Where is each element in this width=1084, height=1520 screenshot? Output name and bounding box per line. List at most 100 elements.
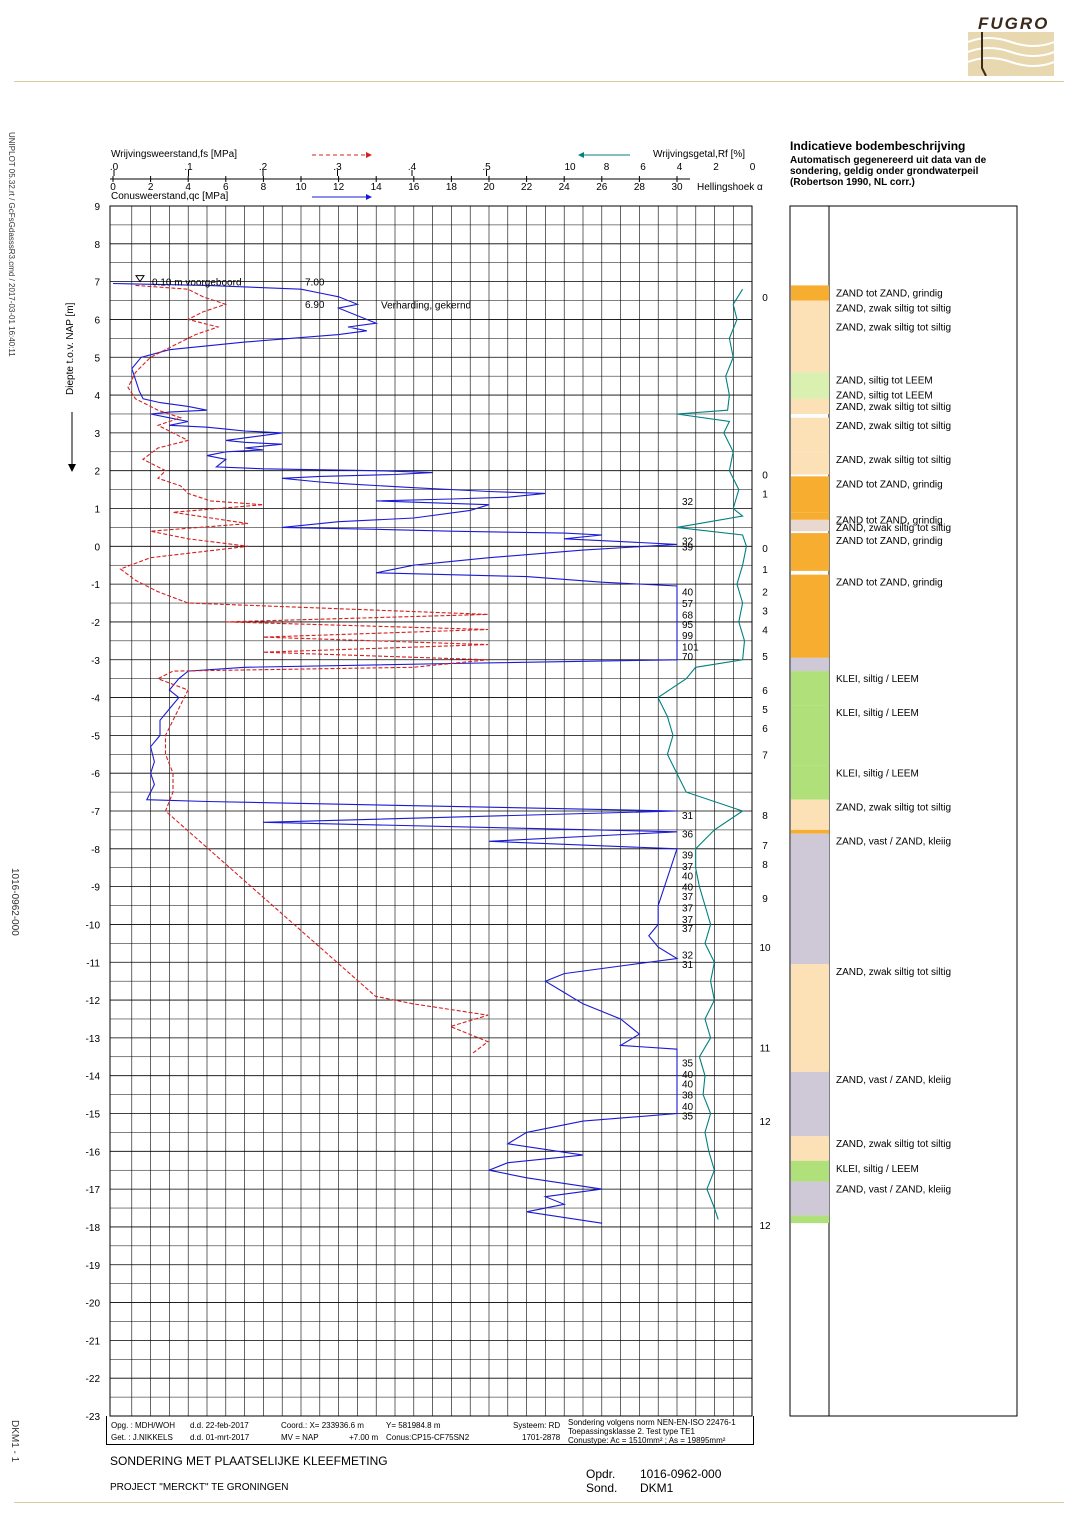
- soil-layer: [791, 657, 829, 672]
- depth-tick-label: -23: [86, 1412, 101, 1423]
- qc-offscale-label: 32: [682, 497, 694, 508]
- fs-tick-label: .0: [110, 162, 119, 173]
- depth-tick-label: -9: [91, 883, 100, 894]
- angle-value-label: 8: [762, 860, 768, 871]
- angle-value-label: 12: [759, 1117, 771, 1128]
- info-mv: MV = NAP: [281, 1433, 319, 1442]
- fs-tick-label: .2: [259, 162, 268, 173]
- angle-value-label: 1: [762, 565, 768, 576]
- chart-annotations: 0.10 m voorgeboord Verharding, gekernd 7.0…: [135, 275, 771, 1232]
- info-coord-x: Coord.: X= 233936.6 m: [281, 1421, 364, 1430]
- legend-subtitle: Automatisch gegenereerd uit data van de …: [790, 155, 987, 188]
- info-opg-date: d.d. 22-feb-2017: [190, 1421, 249, 1430]
- angle-value-label: 5: [762, 705, 768, 716]
- qc-tick-label: 12: [333, 182, 345, 193]
- qc-offscale-label: 37: [682, 903, 694, 914]
- soil-layer: [791, 519, 829, 532]
- soil-layer-label: ZAND, zwak siltig tot siltig: [836, 523, 951, 534]
- soil-layer-label: ZAND, zwak siltig tot siltig: [836, 421, 951, 432]
- soil-layer: [791, 705, 829, 766]
- soil-layer: [791, 829, 829, 834]
- depth-tick-label: -18: [86, 1223, 101, 1234]
- soil-layer: [791, 1160, 829, 1182]
- depth-tick-label: -2: [91, 618, 100, 629]
- depth-tick-label: -3: [91, 656, 100, 667]
- logo-waves-icon: [967, 28, 1055, 77]
- rf-legend-arrow-icon: [578, 152, 584, 158]
- opdr-label: Opdr.: [586, 1467, 616, 1481]
- info-opg: Opg. : MDH/WOH: [111, 1421, 176, 1430]
- depth-tick-label: 1: [94, 505, 100, 516]
- depth-tick-label: -4: [91, 694, 100, 705]
- qc-tick-label: 14: [371, 182, 383, 193]
- qc-tick-label: 0: [110, 182, 116, 193]
- angle-value-label: 0: [762, 293, 768, 304]
- qc-offscale-label: 40: [682, 1070, 694, 1081]
- depth-mark-bottom: 6.90: [305, 300, 325, 311]
- rf-axis-label: Wrijvingsgetal,Rf [%]: [653, 149, 746, 160]
- depth-tick-label: 4: [94, 391, 100, 402]
- soil-layer: [791, 300, 829, 320]
- depth-tick-label: 9: [94, 202, 100, 213]
- qc-offscale-label: 37: [682, 892, 694, 903]
- angle-value-label: 8: [762, 811, 768, 822]
- water-level-icon: [135, 275, 145, 283]
- sond-label: Sond.: [586, 1481, 618, 1495]
- depth-tick-label: -15: [86, 1110, 101, 1121]
- soil-layer-label: ZAND, zwak siltig tot siltig: [836, 322, 951, 333]
- angle-value-label: 6: [762, 724, 768, 735]
- rf-tick-label: 6: [640, 162, 646, 173]
- soil-layer: [791, 964, 829, 1072]
- depth-mark-top: 7.00: [305, 277, 325, 288]
- qc-tick-label: 24: [559, 182, 571, 193]
- angle-value-label: 3: [762, 607, 768, 618]
- info-norm-3: Conustype: Ac = 1510mm² ; As = 19895mm²: [568, 1436, 726, 1445]
- fs-tick-label: .3: [333, 162, 342, 173]
- predrill-label: 0.10 m voorgeboord: [152, 278, 242, 289]
- soil-layer: [791, 765, 829, 800]
- depth-tick-label: -20: [86, 1299, 101, 1310]
- soil-layer-label: KLEI, siltig / LEEM: [836, 674, 919, 685]
- angle-value-label: 11: [760, 1043, 771, 1054]
- qc-offscale-label: 70: [682, 652, 694, 663]
- qc-tick-label: 16: [408, 182, 420, 193]
- qc-tick-label: 6: [223, 182, 229, 193]
- soil-layer: [791, 574, 829, 658]
- depth-tick-label: -13: [86, 1034, 101, 1045]
- soil-layer: [791, 533, 829, 571]
- depth-tick-label: -14: [86, 1072, 101, 1083]
- fs-tick-label: .4: [408, 162, 417, 173]
- soil-layer-label: ZAND, zwak siltig tot siltig: [836, 803, 951, 814]
- qc-offscale-label: 35: [682, 1058, 694, 1069]
- soil-layer: [791, 417, 829, 452]
- info-norm-1: Sondering volgens norm NEN-EN-ISO 22476-…: [568, 1418, 736, 1427]
- fs-legend-arrow-icon: [366, 152, 372, 158]
- angle-value-label: 6: [762, 686, 768, 697]
- info-box: [106, 1416, 754, 1445]
- qc-offscale-label: 32: [682, 537, 694, 548]
- soil-layer-label: ZAND, zwak siltig tot siltig: [836, 1139, 951, 1150]
- depth-tick-label: -6: [91, 769, 100, 780]
- soil-layer-label: ZAND, siltig tot LEEM: [836, 391, 933, 402]
- report-title: SONDERING MET PLAATSELIJKE KLEEFMETING: [110, 1454, 388, 1468]
- soil-layer: [791, 451, 829, 475]
- depth-tick-label: -11: [86, 958, 100, 969]
- qc-offscale-label: 31: [682, 811, 694, 822]
- angle-value-label: 9: [762, 894, 768, 905]
- rf-tick-label: 0: [750, 162, 756, 173]
- soil-layer: [791, 671, 829, 706]
- angle-value-label: 2: [762, 588, 768, 599]
- fs-tick-label: .1: [184, 162, 193, 173]
- depth-tick-label: -8: [91, 845, 100, 856]
- depth-tick-label: 2: [94, 467, 100, 478]
- soil-layer: [791, 372, 829, 388]
- soil-layer-label: ZAND, zwak siltig tot siltig: [836, 967, 951, 978]
- qc-offscale-label: 95: [682, 620, 694, 631]
- qc-tick-label: 30: [671, 182, 683, 193]
- axis-ticks: 9876543210-1-2-3-4-5-6-7-8-9-10-11-12-13…: [86, 152, 756, 1423]
- depth-tick-label: -22: [86, 1374, 101, 1385]
- angle-axis-label: Hellingshoek α: [697, 182, 763, 193]
- soil-layer-label: KLEI, siltig / LEEM: [836, 1164, 919, 1175]
- soil-layer: [791, 285, 829, 301]
